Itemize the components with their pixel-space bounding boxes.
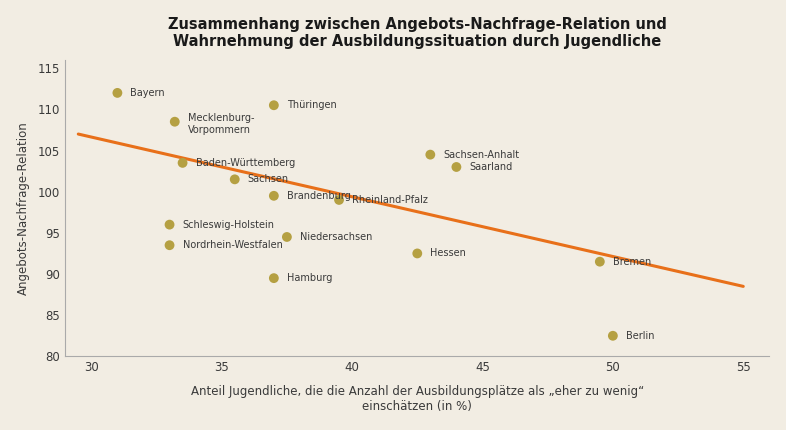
Text: Baden-Württemberg: Baden-Württemberg bbox=[196, 158, 295, 168]
Text: Schleswig-Holstein: Schleswig-Holstein bbox=[182, 220, 274, 230]
Point bbox=[450, 163, 463, 170]
Point bbox=[168, 118, 181, 125]
Title: Zusammenhang zwischen Angebots-Nachfrage-Relation und
Wahrnehmung der Ausbildung: Zusammenhang zwischen Angebots-Nachfrage… bbox=[168, 17, 667, 49]
Point bbox=[111, 89, 123, 96]
Text: Bayern: Bayern bbox=[130, 88, 165, 98]
Y-axis label: Angebots-Nachfrage-Relation: Angebots-Nachfrage-Relation bbox=[17, 121, 30, 295]
Point bbox=[281, 233, 293, 240]
Point bbox=[229, 176, 241, 183]
Text: Saarland: Saarland bbox=[469, 162, 512, 172]
Point bbox=[267, 102, 280, 109]
Point bbox=[411, 250, 424, 257]
Text: Nordrhein-Westfalen: Nordrhein-Westfalen bbox=[182, 240, 282, 250]
Text: Brandenburg: Brandenburg bbox=[287, 191, 351, 201]
Text: Sachsen-Anhalt: Sachsen-Anhalt bbox=[443, 150, 520, 160]
Text: Thüringen: Thüringen bbox=[287, 100, 336, 110]
Text: Sachsen: Sachsen bbox=[248, 174, 289, 184]
Text: Niedersachsen: Niedersachsen bbox=[300, 232, 373, 242]
Point bbox=[176, 160, 189, 166]
Text: Berlin: Berlin bbox=[626, 331, 655, 341]
Point bbox=[332, 197, 345, 203]
Text: Bremen: Bremen bbox=[613, 257, 651, 267]
Point bbox=[163, 242, 176, 249]
Point bbox=[607, 332, 619, 339]
Text: Hamburg: Hamburg bbox=[287, 273, 332, 283]
Text: Mecklenburg-
Vorpommern: Mecklenburg- Vorpommern bbox=[188, 114, 255, 135]
Point bbox=[593, 258, 606, 265]
Point bbox=[267, 192, 280, 199]
Point bbox=[163, 221, 176, 228]
Point bbox=[267, 275, 280, 282]
Text: Hessen: Hessen bbox=[430, 249, 466, 258]
Text: Rheinland-Pfalz: Rheinland-Pfalz bbox=[352, 195, 428, 205]
X-axis label: Anteil Jugendliche, die die Anzahl der Ausbildungsplätze als „eher zu wenig“
ein: Anteil Jugendliche, die die Anzahl der A… bbox=[191, 385, 644, 413]
Point bbox=[424, 151, 436, 158]
